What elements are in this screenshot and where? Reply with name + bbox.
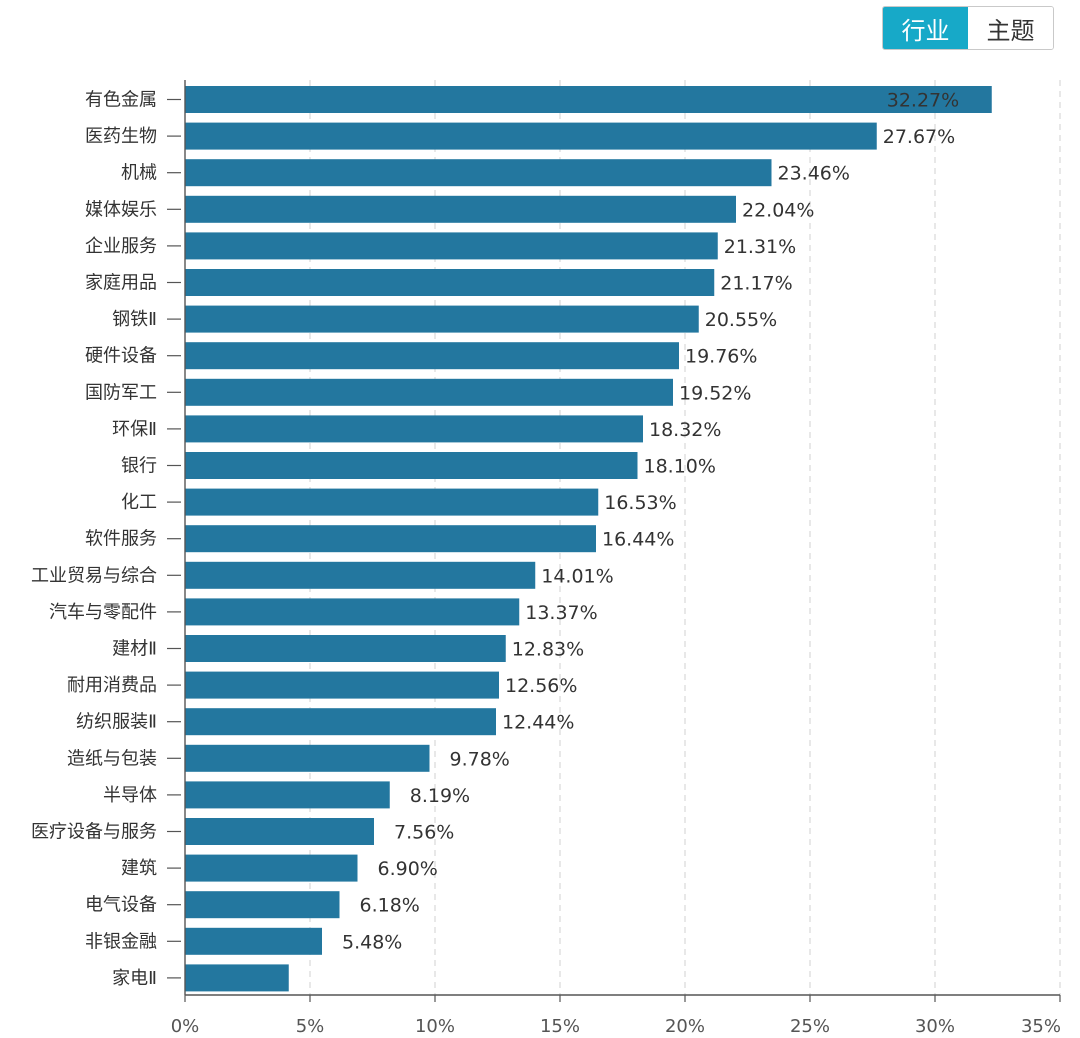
x-tick-label: 5% <box>296 1016 325 1037</box>
bar <box>185 122 877 150</box>
category-label: 非银金融 <box>85 931 157 952</box>
x-tick-label: 20% <box>665 1016 705 1037</box>
bar <box>185 818 374 845</box>
value-label: 18.10% <box>644 456 716 478</box>
value-label: 12.44% <box>502 712 574 734</box>
bar <box>185 854 358 882</box>
category-label: 硬件设备 <box>85 346 157 367</box>
category-label: 造纸与包装 <box>67 748 157 769</box>
category-label: 耐用消费品 <box>67 675 157 696</box>
bar <box>185 452 638 479</box>
category-label: 医药生物 <box>85 126 157 147</box>
category-label: 有色金属 <box>85 90 157 111</box>
bar <box>185 305 699 333</box>
bar <box>185 964 289 992</box>
category-label: 家庭用品 <box>85 273 157 294</box>
value-label: 16.53% <box>604 492 676 514</box>
category-label: 银行 <box>121 456 157 477</box>
value-label: 6.90% <box>378 858 438 880</box>
category-label: 工业贸易与综合 <box>31 565 157 586</box>
value-label: 32.27% <box>887 90 959 112</box>
x-tick-label: 25% <box>790 1016 830 1037</box>
value-label: 19.76% <box>685 346 757 368</box>
value-label: 16.44% <box>602 529 674 551</box>
value-label: 7.56% <box>394 822 454 844</box>
bar <box>185 525 596 553</box>
category-label: 化工 <box>121 492 157 513</box>
value-label: 12.83% <box>512 639 584 661</box>
bars-group: 32.27% 27.67% 23.46% 22.04% 21.31% 21.17% 20.5… <box>185 86 992 992</box>
bar <box>185 269 715 296</box>
category-label: 纺织服装Ⅱ <box>76 712 157 733</box>
bar <box>185 635 506 662</box>
x-tick-label: 10% <box>415 1016 455 1037</box>
value-label: 18.32% <box>649 419 721 441</box>
category-label: 电气设备 <box>85 895 157 916</box>
bar <box>185 86 992 113</box>
value-label: 13.37% <box>525 602 597 624</box>
category-label: 建筑 <box>121 858 157 879</box>
bar <box>185 671 499 699</box>
bar <box>185 744 430 772</box>
category-label: 钢铁Ⅱ <box>112 309 157 330</box>
value-label: 21.31% <box>724 236 796 258</box>
bar <box>185 891 340 919</box>
value-label: 9.78% <box>450 748 510 770</box>
bar <box>185 159 772 187</box>
bar <box>185 415 643 443</box>
category-label: 家电Ⅱ <box>112 968 157 989</box>
bar <box>185 927 322 955</box>
x-tick-label: 35% <box>1021 1016 1061 1037</box>
value-label: 5.48% <box>342 931 402 953</box>
value-label: 19.52% <box>679 382 751 404</box>
x-tick-label: 15% <box>540 1016 580 1037</box>
axes-group: 0% 5% 10% 15% 20% 25% 30% 35% 有色金属医药生物机械媒体娱乐企业服务… <box>31 80 1061 1037</box>
category-label: 机械 <box>121 163 157 184</box>
bar <box>185 781 390 809</box>
toggle-theme-option[interactable]: 主题 <box>968 7 1053 49</box>
category-label: 环保Ⅱ <box>112 419 157 440</box>
bar <box>185 708 496 736</box>
bar <box>185 561 536 589</box>
x-tick-label: 30% <box>915 1016 955 1037</box>
bar <box>185 488 599 516</box>
category-label: 汽车与零配件 <box>49 602 157 623</box>
bar <box>185 598 520 626</box>
value-label: 20.55% <box>705 309 777 331</box>
value-label: 23.46% <box>778 163 850 185</box>
value-label: 27.67% <box>883 126 955 148</box>
category-label: 半导体 <box>103 785 157 806</box>
bar <box>185 232 718 260</box>
bar <box>185 342 679 370</box>
value-label: 6.18% <box>360 895 420 917</box>
bar <box>185 378 673 406</box>
value-label: 12.56% <box>505 675 577 697</box>
value-label: 21.17% <box>720 273 792 295</box>
value-label: 22.04% <box>742 199 814 221</box>
toggle-industry-option[interactable]: 行业 <box>883 7 968 49</box>
bar <box>185 195 736 223</box>
value-label: 14.01% <box>541 565 613 587</box>
category-label: 媒体娱乐 <box>85 199 157 220</box>
category-label: 企业服务 <box>85 236 157 257</box>
x-tick-label: 0% <box>171 1016 200 1037</box>
category-label: 医疗设备与服务 <box>31 822 157 843</box>
category-label: 建材Ⅱ <box>112 639 157 660</box>
value-label: 8.19% <box>410 785 470 807</box>
category-label: 软件服务 <box>85 529 157 550</box>
category-label: 国防军工 <box>85 382 157 403</box>
industry-theme-toggle: 行业 主题 <box>882 6 1054 50</box>
